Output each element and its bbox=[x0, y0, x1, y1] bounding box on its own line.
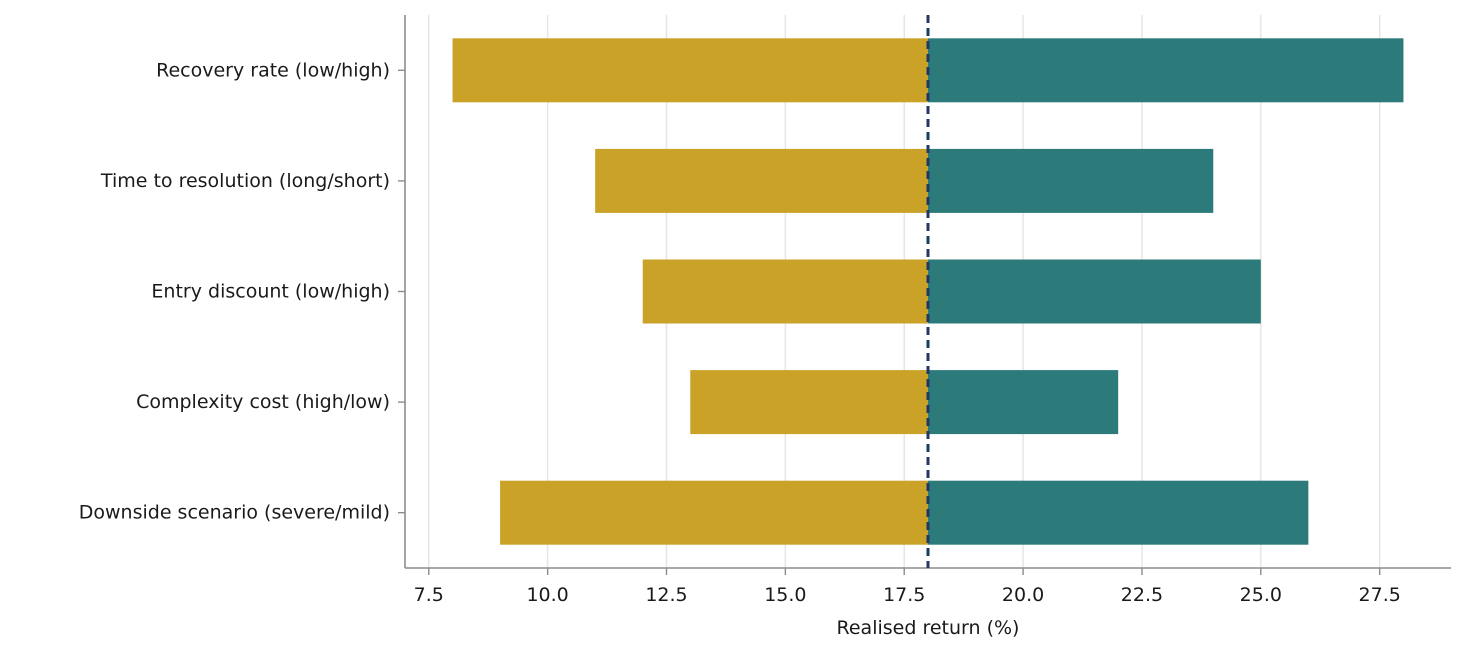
bar-low bbox=[500, 480, 928, 545]
bar-low bbox=[690, 370, 928, 435]
bar-high bbox=[928, 259, 1261, 324]
x-tick-label: 22.5 bbox=[1121, 584, 1163, 606]
y-tick-label: Downside scenario (severe/mild) bbox=[79, 502, 390, 524]
y-tick-label: Entry discount (low/high) bbox=[151, 281, 390, 303]
bar-low bbox=[595, 148, 928, 213]
x-tick-label: 15.0 bbox=[764, 584, 806, 606]
bar-high bbox=[928, 370, 1119, 435]
bar-high bbox=[928, 480, 1309, 545]
x-tick-label: 27.5 bbox=[1359, 584, 1401, 606]
x-tick-label: 12.5 bbox=[645, 584, 687, 606]
y-tick-labels: Recovery rate (low/high) Time to resoluti… bbox=[79, 59, 405, 524]
x-tick-label: 17.5 bbox=[883, 584, 925, 606]
y-tick-label: Recovery rate (low/high) bbox=[156, 59, 390, 81]
y-tick-label: Time to resolution (long/short) bbox=[100, 170, 390, 192]
bar-high bbox=[928, 38, 1404, 103]
x-tick-label: 7.5 bbox=[414, 584, 444, 606]
bar-low bbox=[452, 38, 928, 103]
x-tick-labels: 7.5 10.0 12.5 15.0 17.5 20.0 22.5 25.0 27.5 bbox=[414, 568, 1401, 606]
bar-high bbox=[928, 148, 1214, 213]
x-axis-title: Realised return (%) bbox=[837, 617, 1020, 639]
bars bbox=[452, 38, 1404, 545]
x-tick-label: 10.0 bbox=[526, 584, 568, 606]
x-tick-label: 25.0 bbox=[1240, 584, 1282, 606]
y-tick-label: Complexity cost (high/low) bbox=[136, 391, 390, 413]
x-tick-label: 20.0 bbox=[1002, 584, 1044, 606]
bar-low bbox=[642, 259, 928, 324]
